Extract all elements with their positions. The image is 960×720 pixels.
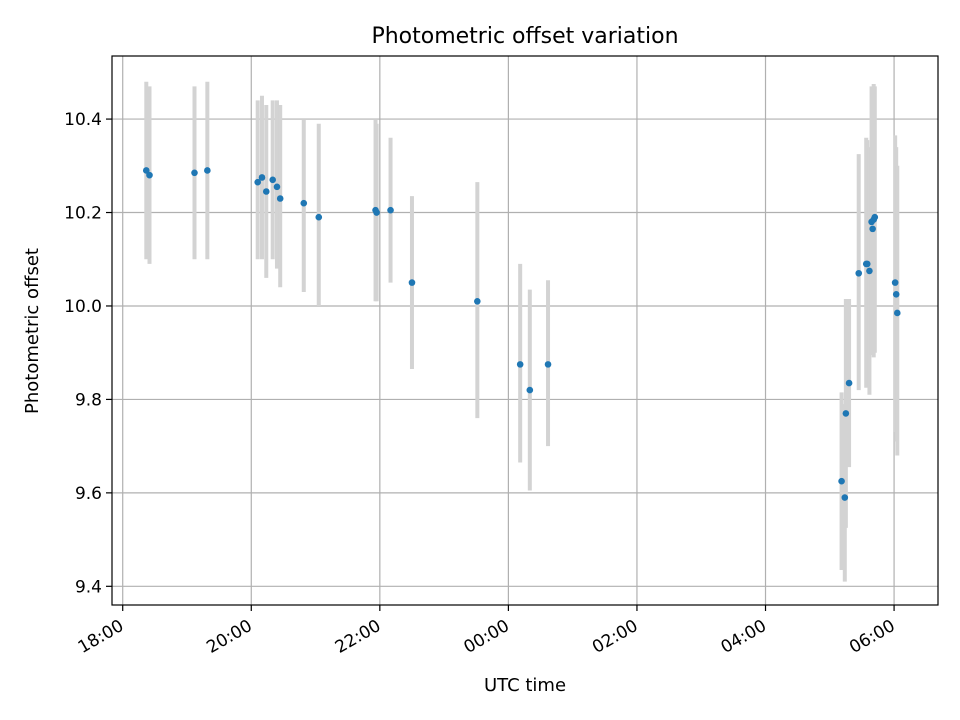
data-point xyxy=(373,209,380,216)
chart-title: Photometric offset variation xyxy=(371,24,678,49)
data-point xyxy=(408,279,416,286)
plot-frame xyxy=(111,55,939,606)
data-point xyxy=(262,188,270,195)
data-point xyxy=(863,260,871,268)
data-point xyxy=(474,297,481,305)
data-point xyxy=(838,477,845,485)
y-axis-label: Photometric offset xyxy=(22,248,43,414)
data-point xyxy=(276,195,284,202)
data-point xyxy=(315,213,323,221)
y-tick-label: 9.8 xyxy=(75,390,102,410)
data-point xyxy=(871,213,879,221)
data-point xyxy=(273,183,281,191)
y-tick-label: 10.2 xyxy=(64,204,102,224)
data-point xyxy=(544,361,552,368)
data-point xyxy=(516,361,524,368)
y-tick-label: 10.4 xyxy=(64,110,102,130)
data-point xyxy=(254,178,262,186)
data-point xyxy=(387,206,394,214)
data-point xyxy=(855,269,863,277)
data-point xyxy=(869,225,876,233)
x-axis-label: UTC time xyxy=(484,675,566,696)
data-point xyxy=(841,494,849,501)
data-point xyxy=(142,167,150,174)
grid-lines xyxy=(112,56,938,605)
data-point xyxy=(892,290,900,298)
data-point xyxy=(191,169,198,177)
y-tick-label: 9.6 xyxy=(75,484,102,504)
y-tick-label: 10.0 xyxy=(64,297,102,317)
data-point xyxy=(269,176,277,184)
data-point xyxy=(204,167,211,174)
data-point xyxy=(258,174,266,181)
data-points xyxy=(142,167,901,501)
data-point xyxy=(146,171,153,179)
data-point xyxy=(893,309,901,317)
data-point xyxy=(300,199,308,207)
data-point xyxy=(845,379,853,387)
y-tick-label: 9.4 xyxy=(75,577,102,597)
data-point xyxy=(526,386,534,394)
data-point xyxy=(891,279,899,286)
data-point xyxy=(866,267,873,275)
y-axis-ticks: 9.4 9.6 9.8 10.0 10.2 10.4 xyxy=(64,110,112,597)
data-point xyxy=(842,410,850,417)
